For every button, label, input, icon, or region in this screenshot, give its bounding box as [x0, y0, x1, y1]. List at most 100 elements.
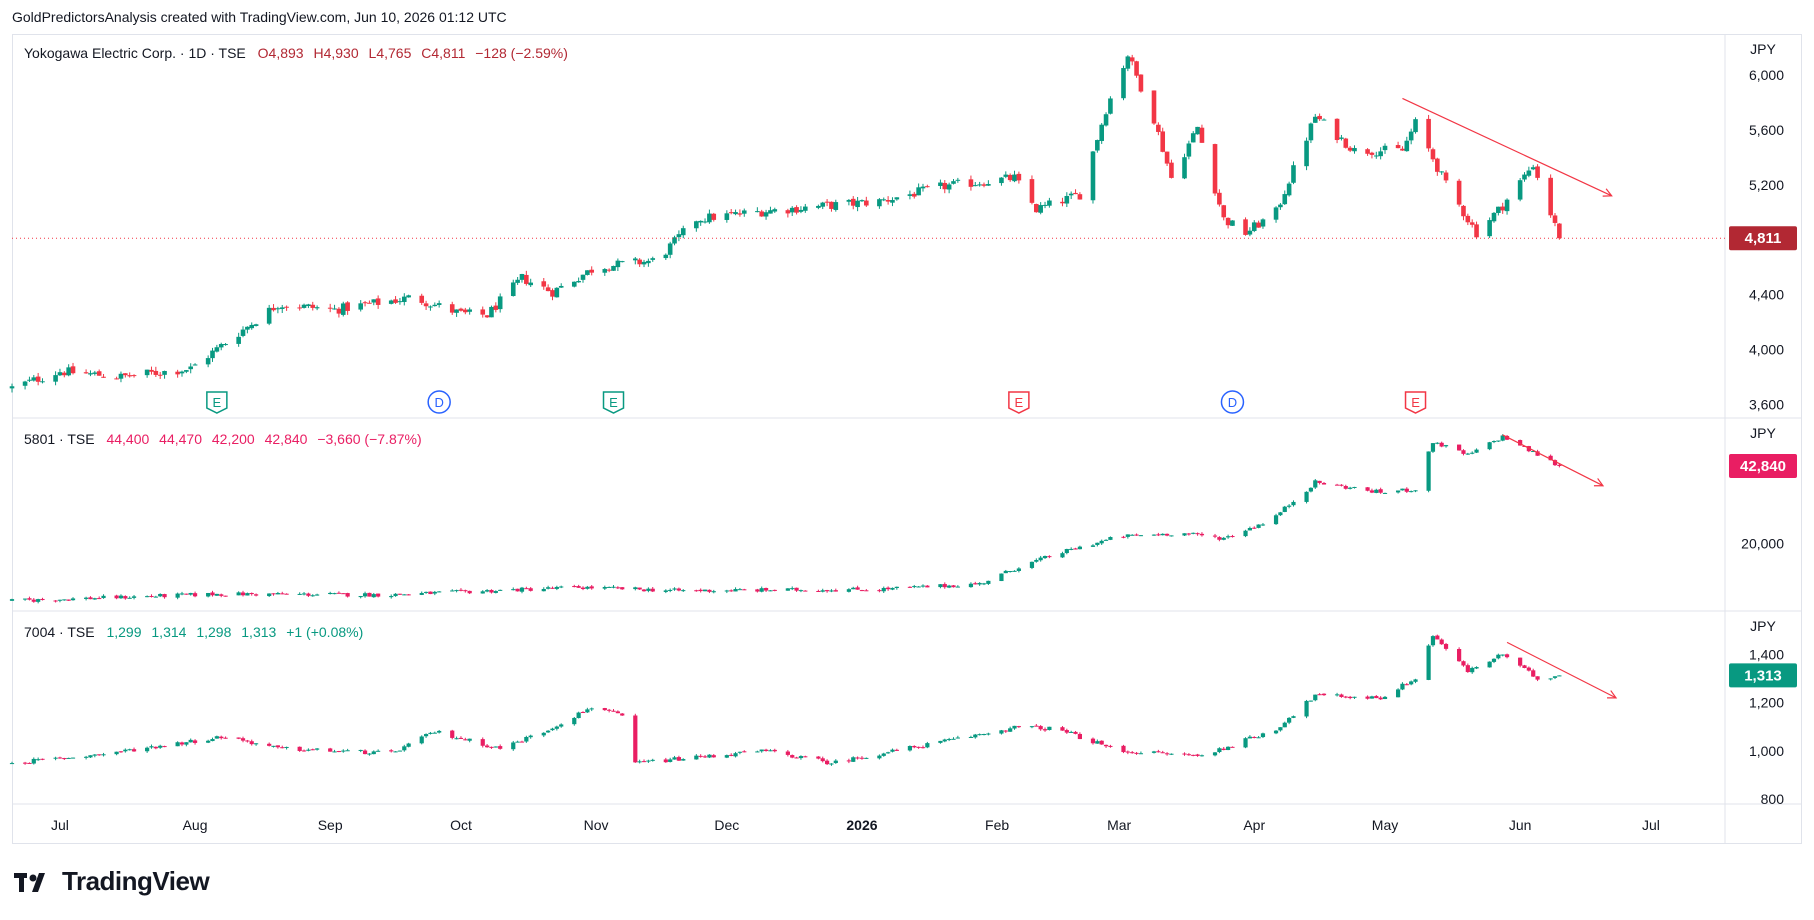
candle-body — [1042, 555, 1048, 559]
candle-body — [524, 588, 529, 590]
candle-body — [371, 594, 376, 598]
candle-body — [1191, 754, 1196, 756]
candle-body — [358, 596, 363, 598]
candle-body — [1535, 676, 1540, 680]
candle-body — [489, 746, 494, 748]
candle-body — [367, 302, 372, 304]
candle-body — [947, 585, 952, 588]
candle-body — [920, 186, 926, 189]
last-price-label: 4,811 — [1745, 230, 1782, 247]
legend-symbol: Yokogawa Electric Corp. · 1D · TSE — [24, 45, 246, 61]
candle-body — [389, 750, 394, 752]
candle-body — [463, 309, 468, 313]
candle-body — [816, 205, 821, 208]
candle-body — [1518, 657, 1523, 666]
candle-body — [53, 375, 58, 382]
candle-body — [650, 258, 656, 260]
candle-body — [314, 307, 320, 309]
candle-body — [22, 762, 28, 764]
candle-body — [175, 593, 180, 598]
candle-body — [515, 279, 520, 283]
candle-body — [1130, 534, 1135, 536]
candle-body — [463, 590, 468, 592]
candle-body — [633, 715, 638, 763]
candle-body — [890, 749, 895, 752]
candle-body — [920, 585, 926, 587]
candle-body — [449, 304, 455, 313]
trendline-arrowhead — [1602, 188, 1613, 197]
candle-body — [1186, 143, 1192, 157]
candle-body — [1230, 536, 1235, 538]
candle-body — [149, 746, 154, 748]
y-tick-label: 20,000 — [1741, 535, 1784, 551]
candle-body — [968, 736, 974, 738]
candle-body — [36, 759, 41, 761]
legend-pane-bottom[interactable]: 7004 · TSE 1,299 1,314 1,298 1,313 +1 (+… — [24, 624, 369, 640]
candle-body — [816, 590, 821, 592]
candle-body — [663, 254, 669, 259]
candle-body — [367, 753, 372, 755]
legend-change: −128 (−2.59%) — [475, 45, 568, 61]
candle-body — [315, 748, 320, 750]
candle-body — [724, 213, 730, 220]
candle-body — [1369, 490, 1375, 493]
candle-body — [27, 762, 32, 764]
candle-body — [83, 756, 89, 758]
candle-body — [1038, 557, 1043, 561]
candle-body — [1504, 435, 1510, 440]
candle-body — [524, 274, 529, 284]
candle-body — [188, 592, 193, 595]
candle-body — [803, 590, 808, 592]
candle-body — [907, 746, 913, 751]
candle-body — [681, 759, 686, 761]
candle-body — [436, 303, 442, 305]
candle-body — [1426, 645, 1431, 680]
tradingview-brand[interactable]: TradingView — [14, 866, 210, 897]
candle-body — [1291, 716, 1296, 718]
candle-body — [894, 197, 900, 200]
candle-body — [275, 308, 281, 310]
candle-body — [894, 749, 899, 751]
candle-body — [820, 590, 825, 592]
candle-body — [1504, 199, 1510, 212]
candle-body — [310, 595, 315, 597]
candle-body — [1348, 487, 1353, 489]
candle-body — [271, 593, 276, 595]
candle-body — [358, 749, 363, 751]
candle-body — [650, 759, 655, 761]
y-tick-label: 6,000 — [1749, 67, 1784, 83]
candle-body — [66, 757, 71, 759]
candle-body — [528, 735, 533, 738]
candle-body — [916, 586, 921, 588]
candle-body — [550, 290, 555, 297]
candle-body — [236, 592, 241, 596]
candle-body — [219, 594, 224, 596]
candle-body — [1008, 571, 1013, 573]
candle-body — [698, 220, 703, 223]
candle-body — [763, 749, 769, 751]
candle-body — [515, 588, 520, 592]
candle-body — [1060, 553, 1065, 558]
candle-body — [981, 583, 987, 585]
candle-body — [742, 751, 747, 753]
candle-body — [1313, 480, 1318, 488]
candle-body — [162, 370, 167, 375]
candle-body — [249, 741, 254, 745]
candle-body — [1160, 533, 1165, 536]
candle-body — [728, 212, 734, 214]
legend-close: C4,811 — [421, 45, 466, 61]
legend-pane-middle[interactable]: 5801 · TSE 44,400 44,470 42,200 42,840 −… — [24, 431, 428, 447]
candle-body — [820, 758, 825, 762]
candle-body — [31, 758, 36, 764]
candle-body — [419, 295, 425, 303]
candle-body — [1003, 570, 1008, 574]
event-label: E — [1411, 395, 1420, 410]
candle-body — [301, 593, 307, 595]
candle-body — [1130, 752, 1135, 754]
candle-body — [284, 306, 289, 308]
legend-pane-top[interactable]: Yokogawa Electric Corp. · 1D · TSE O4,89… — [24, 45, 574, 61]
candle-body — [406, 295, 411, 298]
candle-body — [53, 600, 58, 602]
candle-body — [40, 758, 45, 760]
